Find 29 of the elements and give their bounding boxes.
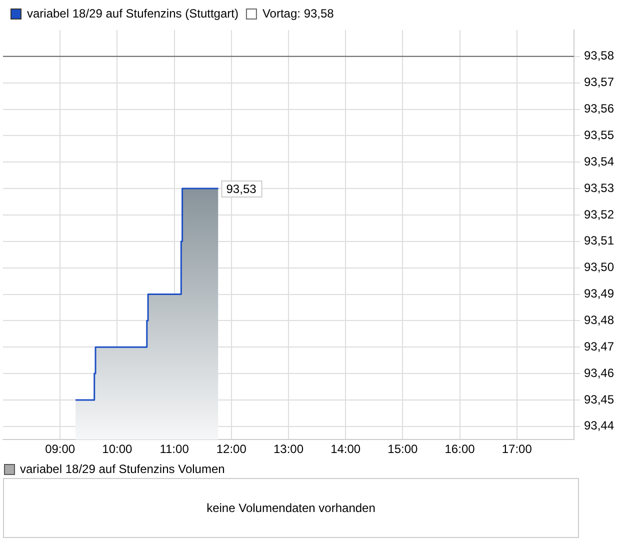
y-tick-label: 93,58: [584, 48, 614, 63]
y-tick-label: 93,49: [584, 286, 614, 301]
x-tick-label: 12:00: [216, 442, 247, 456]
annotation: 93,53: [226, 182, 257, 196]
y-tick-label: 93,46: [584, 366, 614, 380]
text: variabel 18/29 auf Stufenzins Volumen: [20, 462, 225, 476]
y-tick-label: 93,47: [584, 339, 614, 354]
x-tick-label: 09:00: [45, 442, 76, 456]
y-tick-label: 93,55: [584, 128, 614, 142]
y-tick-label: 93,45: [584, 392, 614, 406]
x-tick-label: 10:00: [102, 442, 133, 456]
y-tick-label: 93,53: [584, 180, 614, 195]
y-tick-label: 93,54: [584, 154, 614, 168]
x-tick-label: 13:00: [273, 442, 304, 456]
x-tick-label: 14:00: [330, 442, 361, 456]
text: keine Volumendaten vorhanden: [206, 501, 376, 515]
y-tick-label: 93,57: [584, 75, 614, 90]
y-tick-label: 93,50: [584, 260, 614, 274]
y-tick-label: 93,56: [584, 102, 614, 116]
y-tick-label: 93,44: [584, 418, 614, 433]
legend-label: Vortag: 93,58: [262, 6, 334, 20]
y-tick-label: 93,52: [584, 207, 614, 222]
y-tick-label: 93,48: [584, 312, 614, 327]
x-tick-label: 15:00: [388, 442, 418, 456]
legend-label: variabel 18/29 auf Stufenzins (Stuttgart): [27, 6, 238, 20]
y-tick-label: 93,51: [584, 234, 614, 248]
x-tick-label: 17:00: [502, 442, 532, 456]
x-tick-label: 11:00: [160, 442, 190, 456]
x-tick-label: 16:00: [444, 442, 476, 456]
